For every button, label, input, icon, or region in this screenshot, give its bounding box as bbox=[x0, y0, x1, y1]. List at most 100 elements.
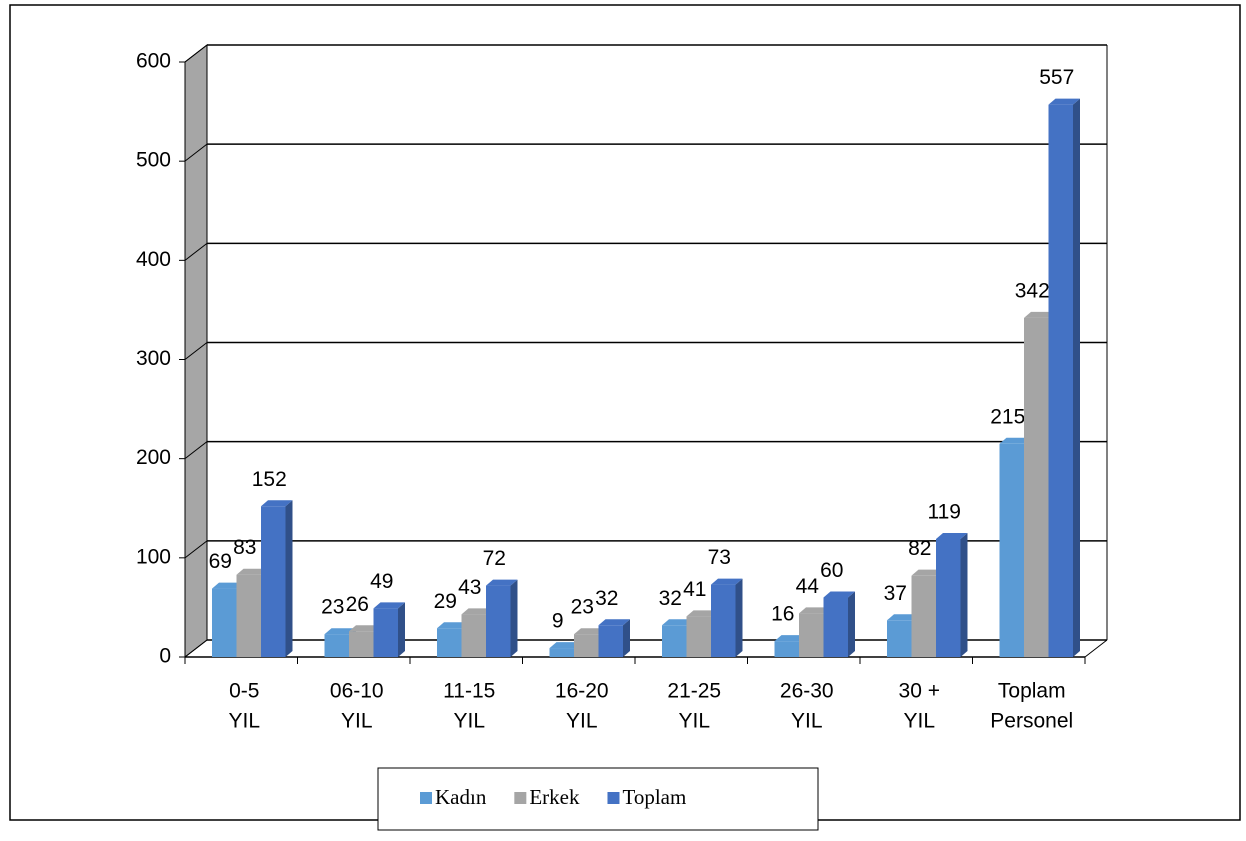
bar-front bbox=[686, 616, 711, 657]
x-tick-label: Personel bbox=[990, 710, 1073, 733]
grid-line-side bbox=[184, 540, 208, 559]
bar-top bbox=[911, 569, 943, 576]
bar bbox=[261, 500, 293, 657]
bar-top bbox=[324, 628, 356, 635]
data-label: 29 bbox=[434, 590, 457, 613]
data-label: 44 bbox=[796, 575, 820, 598]
x-tick-label: YIL bbox=[903, 710, 935, 733]
bar-front bbox=[373, 608, 398, 657]
data-label: 16 bbox=[771, 603, 794, 626]
bar-front bbox=[999, 443, 1024, 657]
data-label: 26 bbox=[346, 593, 369, 616]
bar-top bbox=[236, 568, 268, 575]
bar-top bbox=[887, 614, 919, 621]
x-tick-label: Toplam bbox=[998, 680, 1066, 703]
x-tick-label: YIL bbox=[228, 710, 260, 733]
bar-top bbox=[349, 625, 381, 632]
bar-front bbox=[461, 614, 486, 657]
data-label: 82 bbox=[908, 537, 931, 560]
bar-top bbox=[486, 579, 518, 586]
bar-front bbox=[662, 625, 687, 657]
bar-front bbox=[598, 625, 623, 657]
bar-side bbox=[960, 532, 968, 657]
grid-line-side bbox=[184, 143, 208, 162]
data-label: 32 bbox=[659, 587, 682, 610]
bar-front bbox=[799, 613, 824, 657]
y-tick-label: 200 bbox=[136, 446, 171, 469]
x-tick-label: 30 + bbox=[899, 680, 940, 703]
bar-top bbox=[574, 628, 606, 635]
bar-top bbox=[999, 437, 1031, 444]
x-tick-label: YIL bbox=[566, 710, 598, 733]
legend-swatch bbox=[607, 792, 620, 804]
x-tick-label: YIL bbox=[453, 710, 485, 733]
legend-label: Erkek bbox=[529, 785, 580, 809]
data-label: 23 bbox=[571, 596, 594, 619]
grid-line-side bbox=[184, 639, 208, 658]
data-label: 557 bbox=[1039, 66, 1074, 89]
bar-front bbox=[936, 538, 961, 657]
bar bbox=[823, 591, 855, 657]
bar-side bbox=[398, 602, 405, 657]
bar bbox=[486, 579, 518, 657]
bar-top bbox=[461, 608, 493, 615]
data-label: 23 bbox=[321, 596, 344, 619]
x-tick-label: 26-30 bbox=[780, 680, 834, 703]
data-label: 119 bbox=[928, 501, 961, 524]
bar-front bbox=[711, 584, 736, 657]
bar-top bbox=[261, 500, 293, 507]
bar-side bbox=[285, 500, 293, 657]
data-label: 152 bbox=[252, 468, 287, 491]
bar bbox=[373, 602, 405, 657]
legend-swatch bbox=[514, 792, 527, 804]
bar bbox=[711, 578, 743, 657]
x-tick-label: YIL bbox=[678, 710, 710, 733]
bar-top bbox=[437, 622, 469, 629]
y-tick-label: 0 bbox=[159, 645, 171, 668]
legend-swatch bbox=[420, 792, 432, 804]
bar-top bbox=[1048, 98, 1080, 105]
bar-front bbox=[324, 634, 349, 657]
bar-front bbox=[236, 574, 261, 657]
grid-line-side bbox=[184, 441, 208, 460]
data-label: 9 bbox=[552, 610, 564, 633]
bar-front bbox=[437, 628, 462, 657]
bar-top bbox=[662, 619, 694, 626]
bar-front bbox=[911, 575, 936, 657]
bar-side bbox=[735, 578, 743, 657]
bar-top bbox=[1024, 311, 1056, 318]
grid-line-side bbox=[184, 342, 208, 360]
bar-top bbox=[212, 582, 244, 589]
bar-top bbox=[936, 532, 968, 539]
y-tick-label: 500 bbox=[136, 149, 171, 172]
floor-edge bbox=[1084, 639, 1108, 658]
bar bbox=[598, 619, 630, 657]
x-tick-label: 11-15 bbox=[443, 680, 495, 703]
bar-front bbox=[549, 648, 574, 657]
bar-front bbox=[261, 506, 286, 657]
data-label: 43 bbox=[458, 576, 481, 599]
bar-side bbox=[848, 591, 855, 657]
grid-line-side bbox=[184, 242, 208, 261]
bar-front bbox=[1024, 317, 1049, 657]
data-label: 215 bbox=[990, 405, 1025, 428]
bar-top bbox=[549, 642, 581, 649]
legend-label: Toplam bbox=[622, 785, 686, 809]
x-tick-label: 06-10 bbox=[330, 680, 384, 703]
bar-front bbox=[823, 597, 848, 657]
bar-front bbox=[1048, 104, 1073, 658]
bar-front bbox=[349, 631, 374, 657]
y-tick-label: 100 bbox=[136, 545, 171, 568]
bar-front bbox=[574, 634, 599, 657]
bar-top bbox=[711, 578, 743, 585]
bar-top bbox=[373, 602, 405, 609]
data-label: 73 bbox=[708, 546, 731, 569]
data-label: 342 bbox=[1015, 279, 1050, 302]
x-tick-label: YIL bbox=[791, 710, 823, 733]
bar-front bbox=[212, 588, 237, 657]
bar-top bbox=[598, 619, 630, 626]
bar bbox=[936, 532, 968, 657]
bar-top bbox=[799, 607, 831, 614]
data-label: 41 bbox=[683, 578, 706, 601]
